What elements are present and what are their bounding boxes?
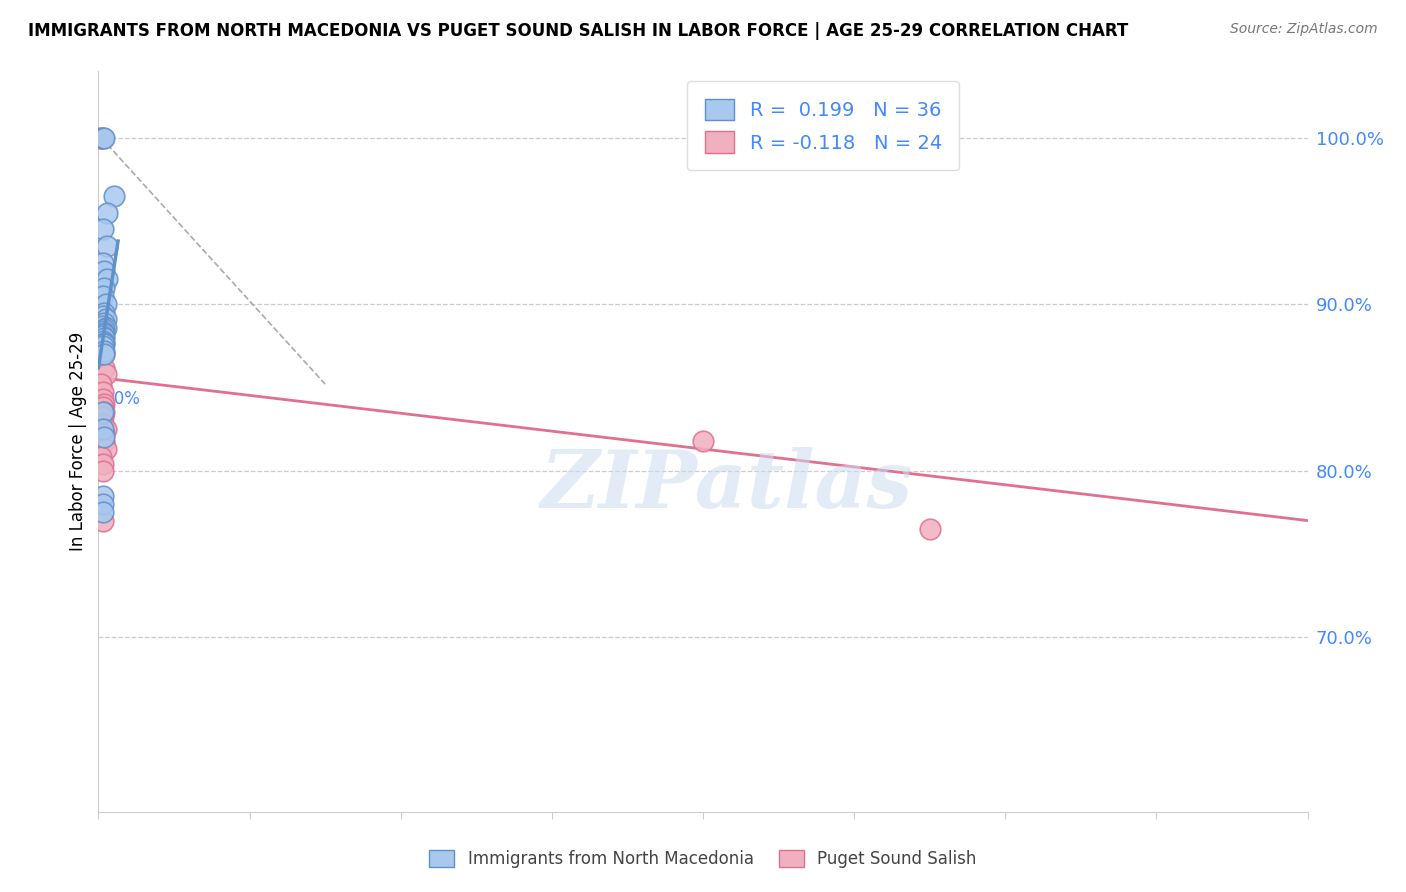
Point xyxy=(93,427,115,442)
Point xyxy=(91,457,114,471)
Point xyxy=(96,206,118,220)
Point xyxy=(91,309,114,323)
Point xyxy=(94,320,117,334)
Point xyxy=(93,405,115,419)
Point xyxy=(93,397,115,411)
Point xyxy=(91,405,114,419)
Point xyxy=(91,329,114,343)
Point xyxy=(93,316,115,330)
Point xyxy=(91,255,114,269)
Point xyxy=(93,305,115,319)
Point xyxy=(91,339,114,353)
Point xyxy=(94,297,117,311)
Point xyxy=(94,312,117,326)
Point xyxy=(93,330,115,344)
Point xyxy=(93,280,115,294)
Point xyxy=(93,430,115,444)
Point xyxy=(90,377,112,392)
Point xyxy=(90,450,112,465)
Point xyxy=(93,264,115,278)
Point xyxy=(91,489,114,503)
Point xyxy=(96,272,118,286)
Point xyxy=(93,322,115,336)
Text: ZIPatlas: ZIPatlas xyxy=(541,447,914,524)
Legend: R =  0.199   N = 36, R = -0.118   N = 24: R = 0.199 N = 36, R = -0.118 N = 24 xyxy=(688,81,959,170)
Point xyxy=(93,347,115,361)
Point xyxy=(91,422,114,436)
Point xyxy=(93,337,115,351)
Point xyxy=(94,442,117,456)
Point xyxy=(918,522,941,536)
Point xyxy=(91,326,114,340)
Point xyxy=(91,401,114,415)
Point xyxy=(93,131,115,145)
Point xyxy=(91,131,114,145)
Point xyxy=(91,392,114,406)
Point xyxy=(93,347,115,361)
Point xyxy=(91,497,114,511)
Point xyxy=(91,222,114,236)
Point xyxy=(91,417,114,431)
Point xyxy=(94,367,117,381)
Point xyxy=(692,434,714,448)
Point xyxy=(91,335,114,350)
Point xyxy=(91,324,114,338)
Point xyxy=(91,385,114,400)
Text: IMMIGRANTS FROM NORTH MACEDONIA VS PUGET SOUND SALISH IN LABOR FORCE | AGE 25-29: IMMIGRANTS FROM NORTH MACEDONIA VS PUGET… xyxy=(28,22,1129,40)
Legend: Immigrants from North Macedonia, Puget Sound Salish: Immigrants from North Macedonia, Puget S… xyxy=(423,843,983,875)
Point xyxy=(93,335,115,350)
Point xyxy=(94,422,117,436)
Y-axis label: In Labor Force | Age 25-29: In Labor Force | Age 25-29 xyxy=(69,332,87,551)
Point xyxy=(91,334,114,348)
Point xyxy=(91,410,114,425)
Text: 0.0%: 0.0% xyxy=(98,390,141,408)
Point xyxy=(91,318,114,333)
Point xyxy=(103,189,125,203)
Point xyxy=(93,435,115,450)
Point xyxy=(93,343,115,358)
Point xyxy=(93,327,115,342)
Point xyxy=(89,131,111,145)
Point xyxy=(90,131,112,145)
Point xyxy=(93,360,115,375)
Point xyxy=(91,505,114,519)
Text: Source: ZipAtlas.com: Source: ZipAtlas.com xyxy=(1230,22,1378,37)
Point xyxy=(91,464,114,478)
Point xyxy=(91,289,114,303)
Point xyxy=(96,239,118,253)
Point xyxy=(91,514,114,528)
